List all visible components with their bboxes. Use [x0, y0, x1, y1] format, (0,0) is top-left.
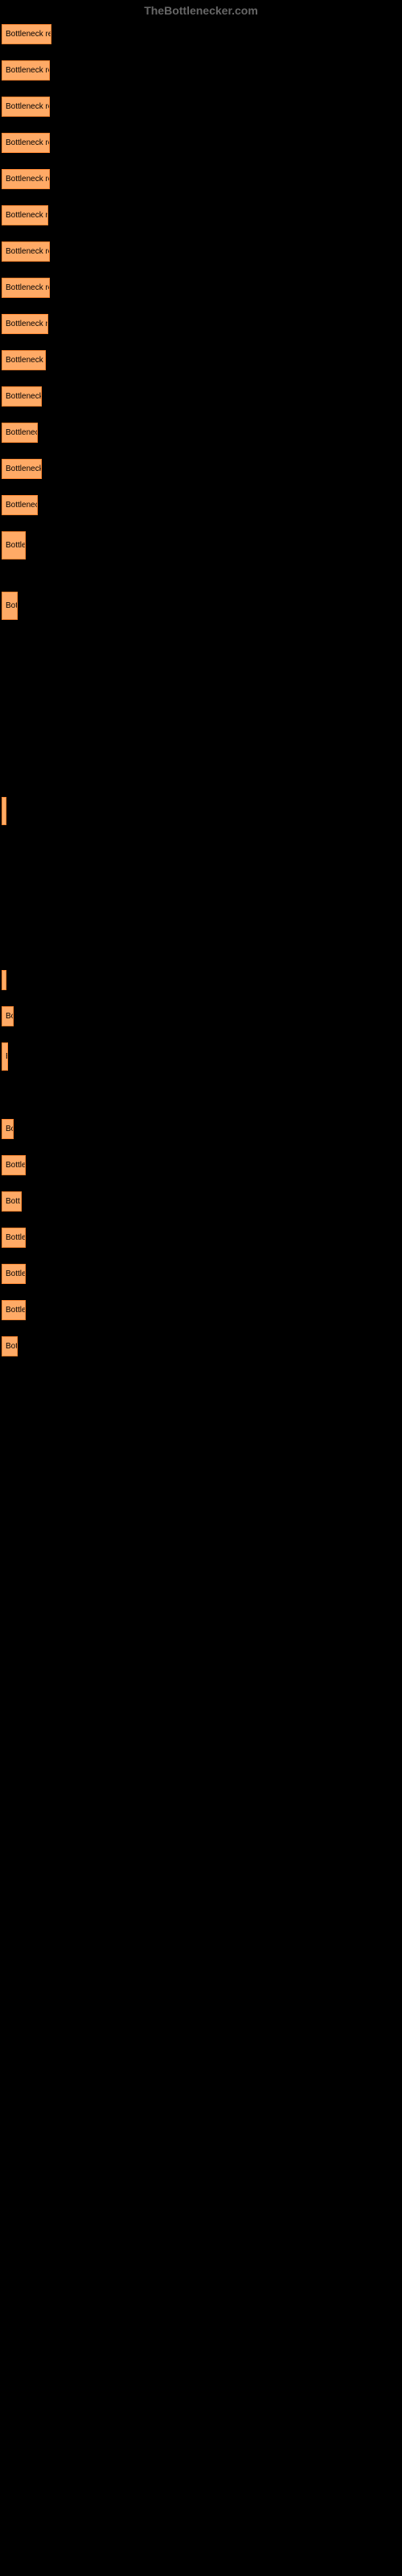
chart-bar: Bottle: [2, 1155, 26, 1175]
chart-bar: [2, 970, 6, 990]
bar-row: [2, 797, 402, 825]
bar-row: B: [2, 1042, 402, 1071]
chart-bar: Bot: [2, 592, 18, 620]
bar-row: Bottleneck re: [2, 60, 402, 80]
chart-bar: Bottleneck res: [2, 24, 51, 44]
bar-row: Bottle: [2, 1155, 402, 1175]
bar-row: Bot: [2, 592, 402, 620]
chart-bar: Bottle: [2, 1228, 26, 1248]
bar-row: Bottleneck r: [2, 350, 402, 370]
chart-bar: Bottleneck re: [2, 242, 50, 262]
chart-bar: Bottlenec: [2, 423, 38, 443]
chart-bar: Bottle: [2, 1300, 26, 1320]
bar-row: Bott: [2, 1191, 402, 1212]
chart-bar: Bottle: [2, 1264, 26, 1284]
chart-bar: Bottleneck: [2, 459, 42, 479]
chart-bar: Bottlenec: [2, 495, 38, 515]
chart-bar: [2, 797, 6, 825]
chart-bar: Bottleneck r: [2, 350, 46, 370]
bar-row: Bottleneck re: [2, 278, 402, 298]
chart-bar: Bottleneck: [2, 386, 42, 407]
bar-row: Bottleneck r: [2, 205, 402, 225]
bar-row: Bottlenec: [2, 423, 402, 443]
bar-row: Bottleneck res: [2, 24, 402, 44]
bar-row: Bottle: [2, 531, 402, 559]
watermark-text: TheBottlenecker.com: [144, 4, 258, 17]
chart-bar: Bottle: [2, 531, 26, 559]
bar-row: Bottlenec: [2, 495, 402, 515]
bar-row: Bottleneck r: [2, 314, 402, 334]
chart-bar: B: [2, 1042, 8, 1071]
bar-row: Bottleneck re: [2, 169, 402, 189]
bar-row: Bottleneck re: [2, 97, 402, 117]
bar-row: [2, 970, 402, 990]
bar-chart: Bottleneck res Bottleneck re Bottleneck re…: [0, 0, 402, 1356]
chart-bar: Bottleneck re: [2, 60, 50, 80]
chart-bar: Bo: [2, 1119, 14, 1139]
bar-row: Bottle: [2, 1264, 402, 1284]
chart-bar: Bottleneck re: [2, 278, 50, 298]
bar-row: Bo: [2, 1119, 402, 1139]
chart-bar: Bottleneck r: [2, 205, 48, 225]
bar-row: Bot: [2, 1336, 402, 1356]
bar-row: Bottleneck re: [2, 133, 402, 153]
chart-bar: Bottleneck re: [2, 169, 50, 189]
bar-row: Bottleneck re: [2, 242, 402, 262]
bar-row: Bottle: [2, 1300, 402, 1320]
chart-bar: Bot: [2, 1336, 18, 1356]
bar-row: Bottleneck: [2, 386, 402, 407]
bar-row: Bottle: [2, 1228, 402, 1248]
chart-bar: Bottleneck re: [2, 133, 50, 153]
bar-row: Bo: [2, 1006, 402, 1026]
chart-bar: Bottleneck re: [2, 97, 50, 117]
chart-bar: Bott: [2, 1191, 22, 1212]
chart-bar: Bo: [2, 1006, 14, 1026]
bar-row: Bottleneck: [2, 459, 402, 479]
chart-bar: Bottleneck r: [2, 314, 48, 334]
